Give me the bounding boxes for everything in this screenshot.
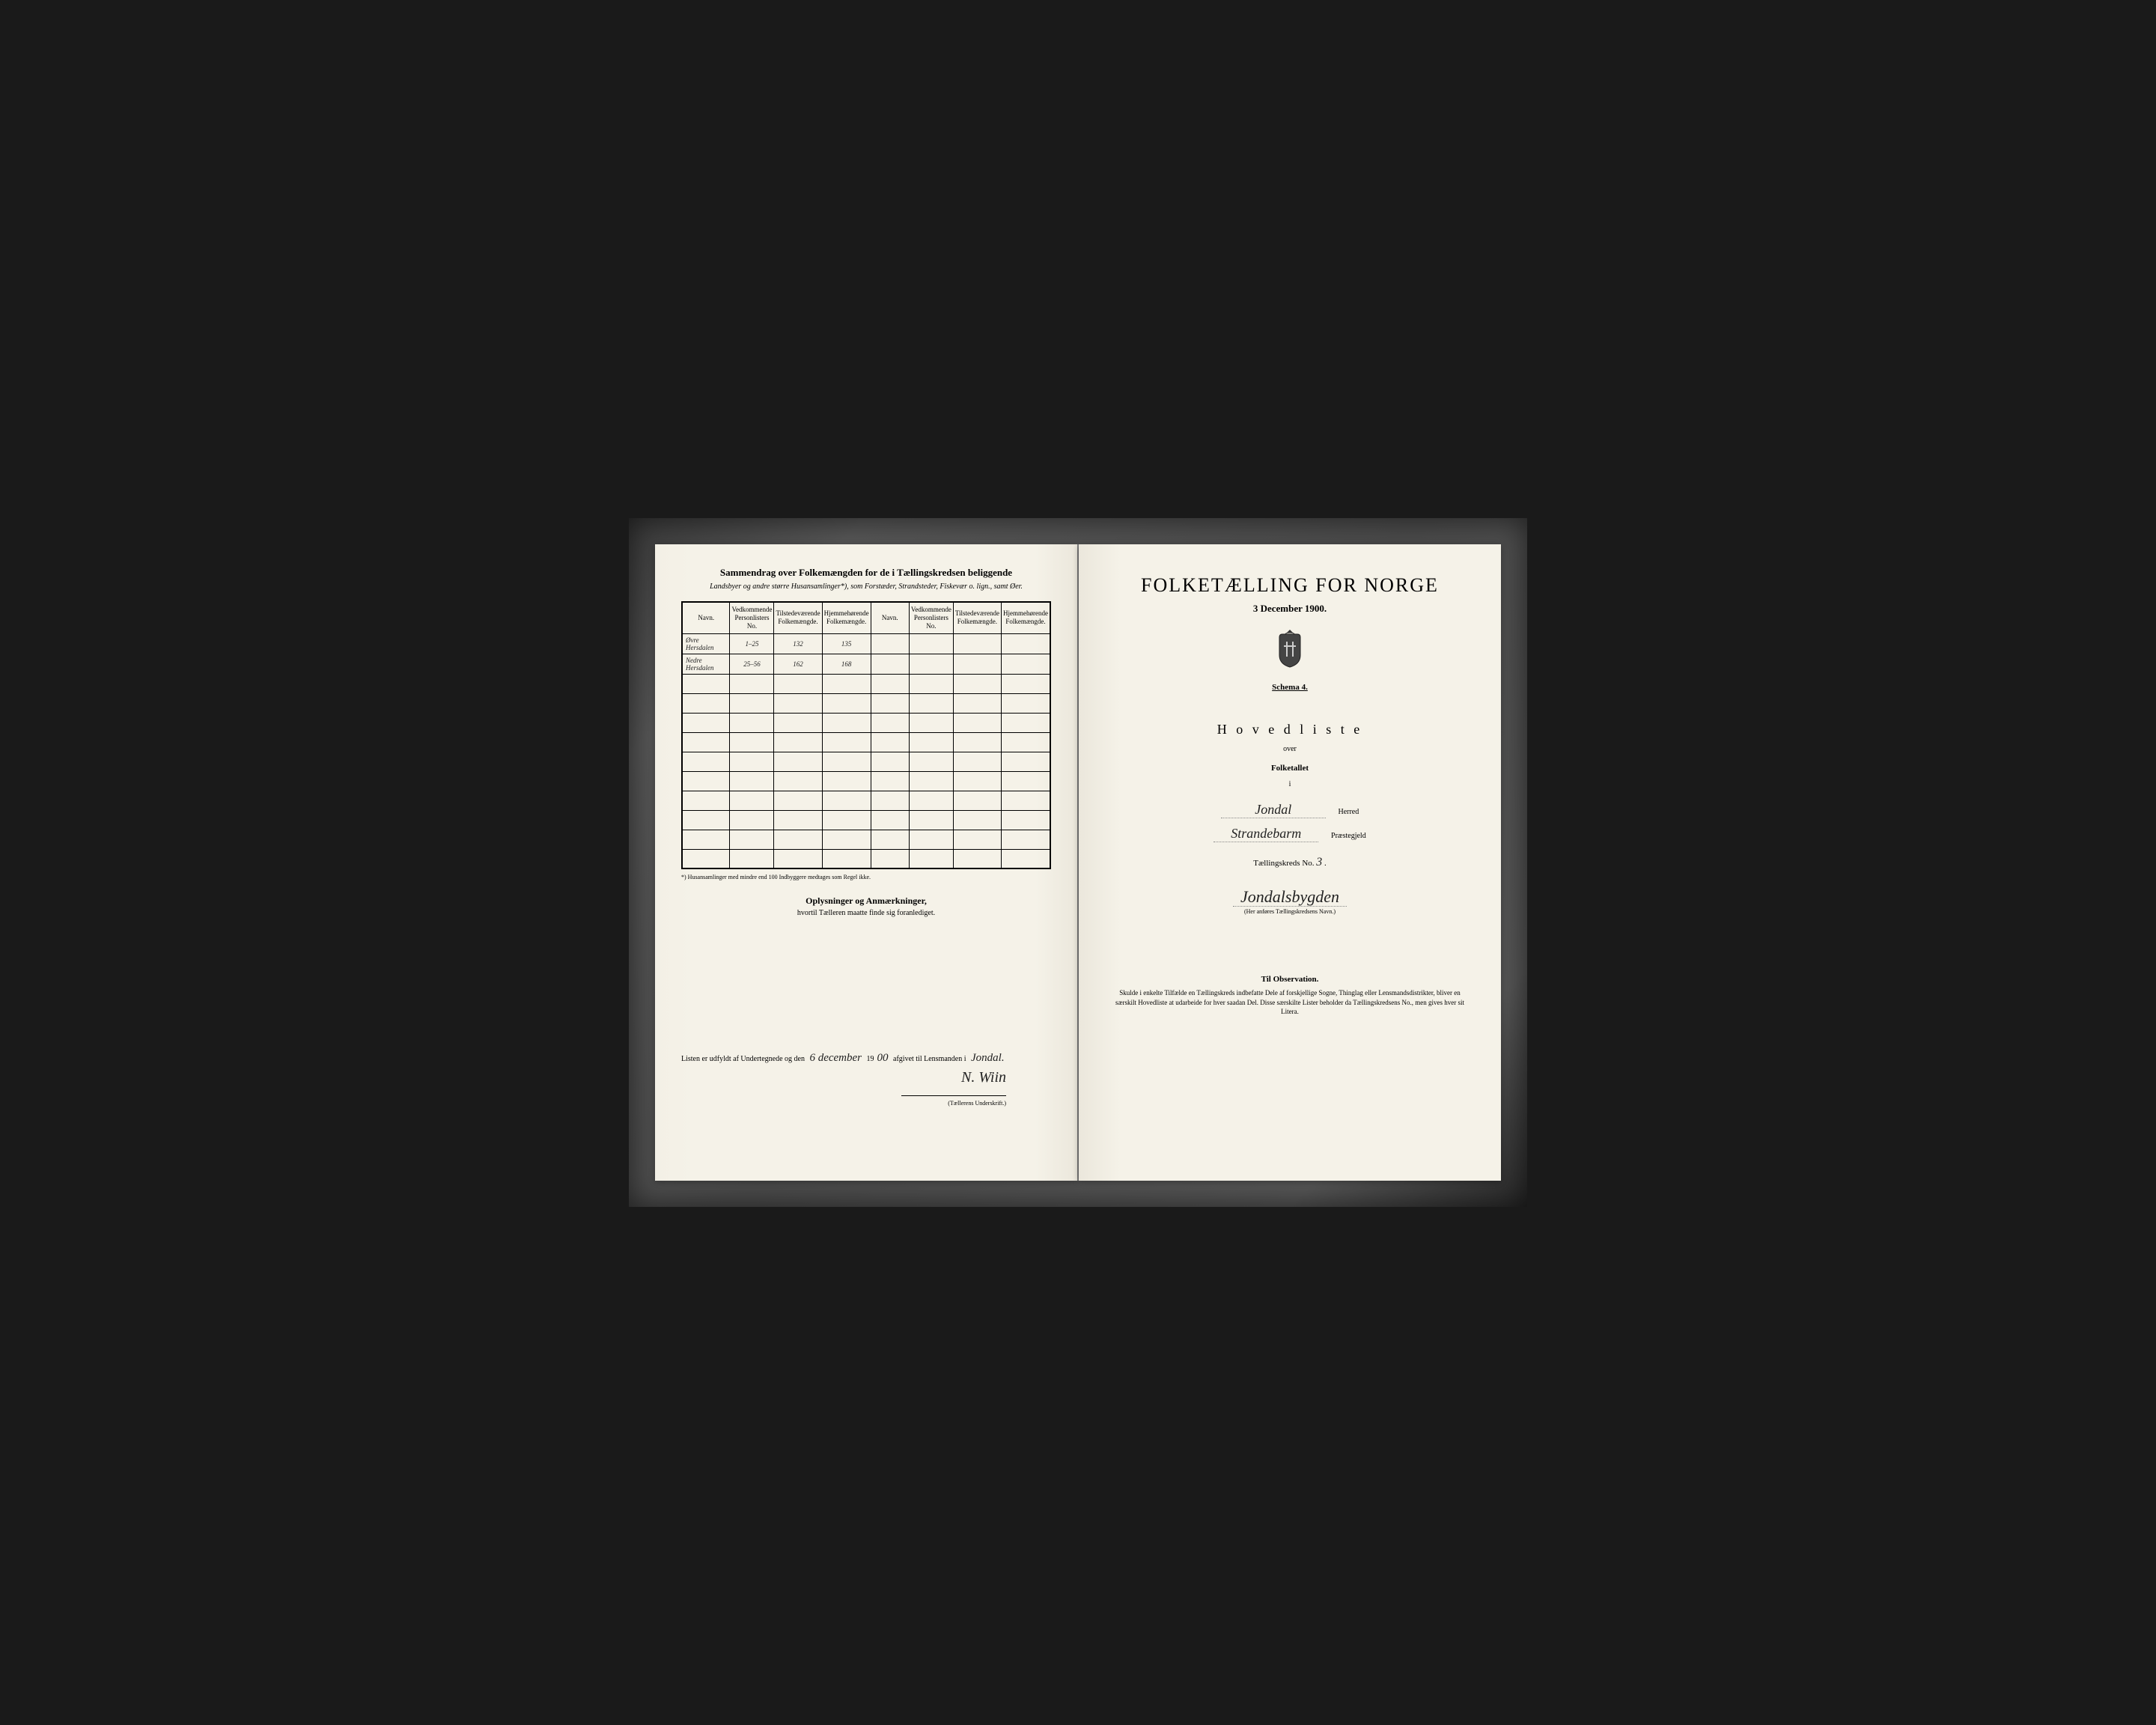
over-label: over	[1105, 745, 1475, 753]
kreds-hint: (Her anføres Tællingskredsens Navn.)	[1105, 908, 1475, 915]
kreds-name-row: Jondalsbygden	[1105, 887, 1475, 907]
listen-year-prefix: 19	[867, 1055, 874, 1063]
i-label: i	[1105, 780, 1475, 788]
herred-value-hw: Jondal	[1221, 802, 1326, 818]
signature-label: (Tællerens Underskrift.)	[681, 1100, 1051, 1107]
signature-hw: N. Wiin	[961, 1069, 1006, 1086]
cell-hjem: 168	[822, 654, 871, 674]
listen-prefix: Listen er udfyldt af Undertegnede og den	[681, 1055, 805, 1063]
table-row-blank	[682, 810, 1050, 830]
cell-empty	[953, 633, 1001, 654]
signature-block: N. Wiin	[681, 1069, 1051, 1100]
cell-empty	[953, 654, 1001, 674]
table-row-blank	[682, 674, 1050, 693]
listen-line: Listen er udfyldt af Undertegnede og den…	[681, 1052, 1051, 1065]
hovedliste-heading: H o v e d l i s t e	[1105, 722, 1475, 737]
summary-table: Navn. Vedkommende Personlisters No. Tils…	[681, 601, 1051, 869]
table-footnote: *) Husansamlinger med mindre end 100 Ind…	[681, 874, 1051, 880]
census-date: 3 December 1900.	[1105, 603, 1475, 615]
praestegjeld-row: Strandebarm Præstegjeld	[1105, 826, 1475, 842]
cell-no: 1–25	[730, 633, 774, 654]
herred-row: Jondal Herred	[1105, 802, 1475, 818]
cell-empty	[871, 633, 909, 654]
summary-title: Sammendrag over Folkemængden for de i Tæ…	[681, 567, 1051, 579]
tk-label: Tællingskreds No.	[1253, 859, 1314, 868]
signature-underline	[901, 1095, 1006, 1096]
cell-empty	[909, 654, 953, 674]
listen-mid: afgivet til Lensmanden i	[893, 1055, 966, 1063]
folketallet-label: Folketallet	[1105, 764, 1475, 773]
observation-title: Til Observation.	[1105, 975, 1475, 984]
praeste-label: Præstegjeld	[1331, 832, 1366, 840]
col-navn-2: Navn.	[871, 602, 909, 633]
summary-subtitle: Landsbyer og andre større Husansamlinger…	[681, 582, 1051, 592]
listen-year-hw: 00	[877, 1052, 889, 1064]
crest-icon	[1273, 628, 1306, 669]
book-spread: Sammendrag over Folkemængden for de i Tæ…	[655, 544, 1501, 1181]
kreds-name-hw: Jondalsbygden	[1233, 887, 1347, 907]
cell-empty	[1002, 633, 1051, 654]
right-page: FOLKETÆLLING FOR NORGE 3 December 1900. …	[1079, 544, 1501, 1181]
col-hjem-1: Hjemmehørende Folkemængde.	[822, 602, 871, 633]
table-row-blank	[682, 752, 1050, 771]
col-navn-1: Navn.	[682, 602, 730, 633]
herred-label: Herred	[1338, 808, 1359, 816]
left-page: Sammendrag over Folkemængden for de i Tæ…	[655, 544, 1077, 1181]
col-tilst-1: Tilstedeværende Folkemængde.	[774, 602, 822, 633]
table-row-blank	[682, 791, 1050, 810]
praeste-value-hw: Strandebarm	[1213, 826, 1318, 842]
oplysninger-title: Oplysninger og Anmærkninger,	[681, 895, 1051, 907]
table-row-blank	[682, 830, 1050, 849]
coat-of-arms	[1105, 628, 1475, 672]
table-header-row: Navn. Vedkommende Personlisters No. Tils…	[682, 602, 1050, 633]
schema-label: Schema 4.	[1105, 683, 1475, 692]
cell-empty	[909, 633, 953, 654]
col-no-2: Vedkommende Personlisters No.	[909, 602, 953, 633]
col-no-1: Vedkommende Personlisters No.	[730, 602, 774, 633]
taellingskreds-row: Tællingskreds No. 3 .	[1105, 856, 1475, 869]
oplysninger-subtitle: hvortil Tælleren maatte finde sig foranl…	[681, 909, 1051, 917]
photo-frame: Sammendrag over Folkemængden for de i Tæ…	[629, 518, 1527, 1207]
cell-tilst: 132	[774, 633, 822, 654]
table-row-blank	[682, 849, 1050, 868]
tk-no-hw: 3	[1316, 856, 1322, 868]
table-row: Øvre Hersdalen1–25132135	[682, 633, 1050, 654]
cell-empty	[871, 654, 909, 674]
observation-body: Skulde i enkelte Tilfælde en Tællingskre…	[1105, 988, 1475, 1017]
cell-tilst: 162	[774, 654, 822, 674]
census-title: FOLKETÆLLING FOR NORGE	[1105, 574, 1475, 597]
listen-place-hw: Jondal.	[971, 1052, 1005, 1064]
listen-day-hw: 6 december	[809, 1052, 862, 1064]
cell-navn: Nedre Hersdalen	[682, 654, 730, 674]
table-row-blank	[682, 693, 1050, 713]
table-row-blank	[682, 713, 1050, 732]
table-row-blank	[682, 732, 1050, 752]
col-hjem-2: Hjemmehørende Folkemængde.	[1002, 602, 1051, 633]
cell-hjem: 135	[822, 633, 871, 654]
cell-empty	[1002, 654, 1051, 674]
table-row-blank	[682, 771, 1050, 791]
cell-navn: Øvre Hersdalen	[682, 633, 730, 654]
table-row: Nedre Hersdalen25–56162168	[682, 654, 1050, 674]
cell-no: 25–56	[730, 654, 774, 674]
col-tilst-2: Tilstedeværende Folkemængde.	[953, 602, 1001, 633]
